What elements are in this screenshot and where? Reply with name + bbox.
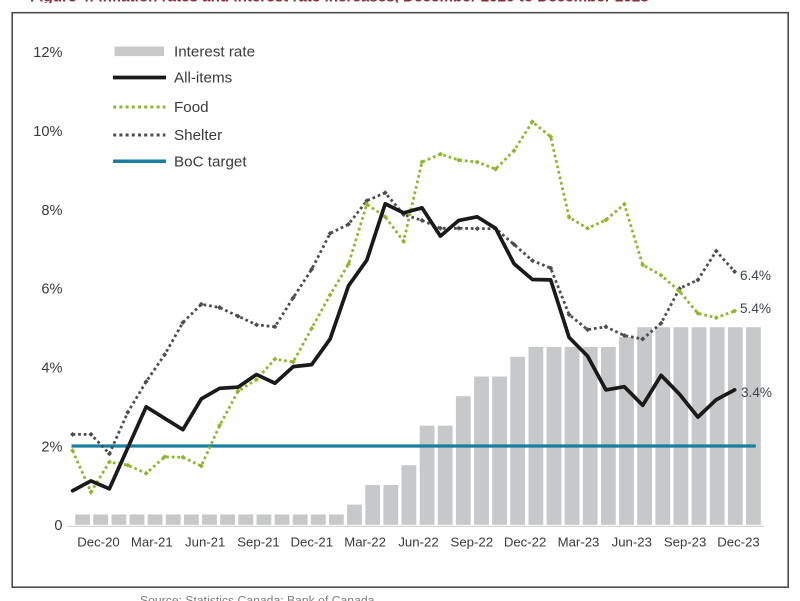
svg-text:Sep-21: Sep-21 xyxy=(237,535,280,550)
svg-text:Jun-23: Jun-23 xyxy=(612,535,652,550)
svg-text:Mar-21: Mar-21 xyxy=(131,535,173,550)
svg-text:BoC target: BoC target xyxy=(174,154,247,171)
svg-text:Dec-22: Dec-22 xyxy=(504,535,547,550)
svg-text:Shelter: Shelter xyxy=(174,127,222,144)
svg-text:Food: Food xyxy=(174,99,209,116)
svg-text:All-items: All-items xyxy=(174,70,233,87)
svg-text:6%: 6% xyxy=(41,282,62,298)
svg-text:Mar-23: Mar-23 xyxy=(558,535,600,550)
svg-text:Sep-23: Sep-23 xyxy=(664,535,707,550)
svg-text:4%: 4% xyxy=(41,361,62,377)
svg-text:Sep-22: Sep-22 xyxy=(451,535,494,550)
svg-text:Mar-22: Mar-22 xyxy=(344,535,386,550)
svg-text:10%: 10% xyxy=(33,124,62,140)
svg-text:12%: 12% xyxy=(33,45,62,61)
svg-text:Dec-20: Dec-20 xyxy=(77,535,120,550)
svg-text:Figure 4: Inflation rates and: Figure 4: Inflation rates and interest r… xyxy=(30,0,649,6)
svg-text:0: 0 xyxy=(54,518,62,534)
svg-text:Dec-21: Dec-21 xyxy=(291,535,334,550)
svg-text:5.4%: 5.4% xyxy=(740,301,771,316)
svg-text:Jun-22: Jun-22 xyxy=(398,535,438,550)
svg-text:Jun-21: Jun-21 xyxy=(185,535,225,550)
svg-text:Dec-23: Dec-23 xyxy=(717,535,760,550)
svg-text:Interest rate: Interest rate xyxy=(174,44,255,61)
svg-text:2%: 2% xyxy=(41,439,62,455)
svg-text:6.4%: 6.4% xyxy=(740,268,771,283)
svg-text:8%: 8% xyxy=(41,203,62,219)
svg-text:3.4%: 3.4% xyxy=(741,385,772,400)
svg-text:Source: Statistics Canada; Ban: Source: Statistics Canada; Bank of Canad… xyxy=(140,594,378,601)
